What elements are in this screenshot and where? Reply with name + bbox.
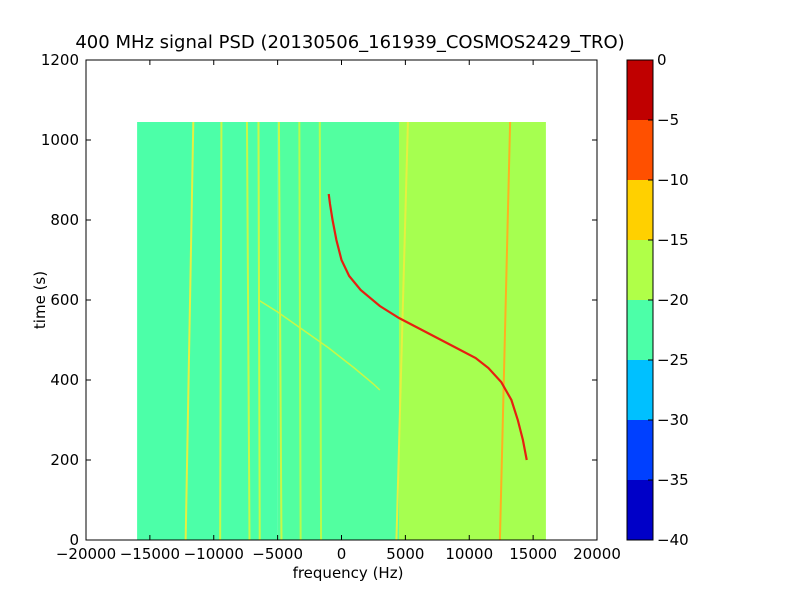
colorbar-band: [627, 240, 653, 300]
x-tick-label: 0: [337, 545, 347, 563]
colorbar-band: [627, 420, 653, 480]
colorbar-tick-label: −20: [657, 291, 689, 309]
vertical-line-5: [298, 121, 302, 540]
colorbar-band: [627, 360, 653, 420]
colorbar-tick-label: 0: [657, 51, 667, 69]
vertical-line-8: [498, 121, 512, 540]
x-axis: −20000 −15000 −10000 −5000 0 5000 10000 15000 20…: [56, 60, 621, 563]
colorbar-band: [627, 480, 653, 540]
colorbar-tick-label: −40: [657, 531, 689, 549]
x-tick-label: −10000: [184, 545, 244, 563]
y-tick-label: 1200: [41, 51, 79, 69]
vertical-line-0: [184, 121, 195, 540]
chirp-trace: [327, 193, 528, 461]
x-axis-label: frequency (Hz): [293, 564, 404, 582]
x-tick-label: 15000: [509, 545, 557, 563]
y-tick-label: 600: [50, 291, 79, 309]
y-axis: 0 200 400 600 800 1000 1200: [41, 51, 597, 549]
colorbar-band: [627, 300, 653, 360]
chart-title: 400 MHz signal PSD (20130506_161939_COSM…: [75, 32, 624, 53]
x-tick-label: −20000: [56, 545, 116, 563]
x-tick-label: 20000: [573, 545, 621, 563]
y-axis-label: time (s): [31, 271, 49, 329]
colorbar-tick-label: −10: [657, 171, 689, 189]
colorbar: 0 −5 −10 −15 −20 −25 −30 −35 −40: [626, 51, 689, 549]
y-tick-label: 200: [50, 451, 79, 469]
colorbar-band: [627, 120, 653, 180]
colorbar-tick-label: −35: [657, 471, 689, 489]
x-tick-label: 5000: [386, 545, 424, 563]
colorbar-tick-label: −25: [657, 351, 689, 369]
faint-trace: [258, 299, 381, 391]
colorbar-tick-label: −15: [657, 231, 689, 249]
x-tick-label: 10000: [445, 545, 493, 563]
colorbar-band: [627, 60, 653, 120]
vertical-line-4: [277, 121, 283, 540]
colorbar-tick-label: −5: [657, 111, 679, 129]
y-tick-label: 0: [69, 531, 79, 549]
vertical-line-7: [395, 121, 409, 540]
vertical-line-1: [219, 121, 223, 540]
psd-region-2: [398, 122, 546, 540]
x-tick-label: −15000: [120, 545, 180, 563]
y-tick-label: 400: [50, 371, 79, 389]
vertical-line-6: [318, 121, 323, 540]
y-tick-label: 800: [50, 211, 79, 229]
vertical-line-2: [245, 121, 251, 540]
colorbar-tick-label: −30: [657, 411, 689, 429]
x-tick-label: −5000: [252, 545, 303, 563]
y-tick-label: 1000: [41, 131, 79, 149]
colorbar-band: [627, 180, 653, 240]
vertical-line-3: [257, 121, 261, 540]
psd-region-1: [277, 122, 399, 540]
psd-region-0: [137, 122, 278, 540]
plot-area: [137, 121, 546, 540]
